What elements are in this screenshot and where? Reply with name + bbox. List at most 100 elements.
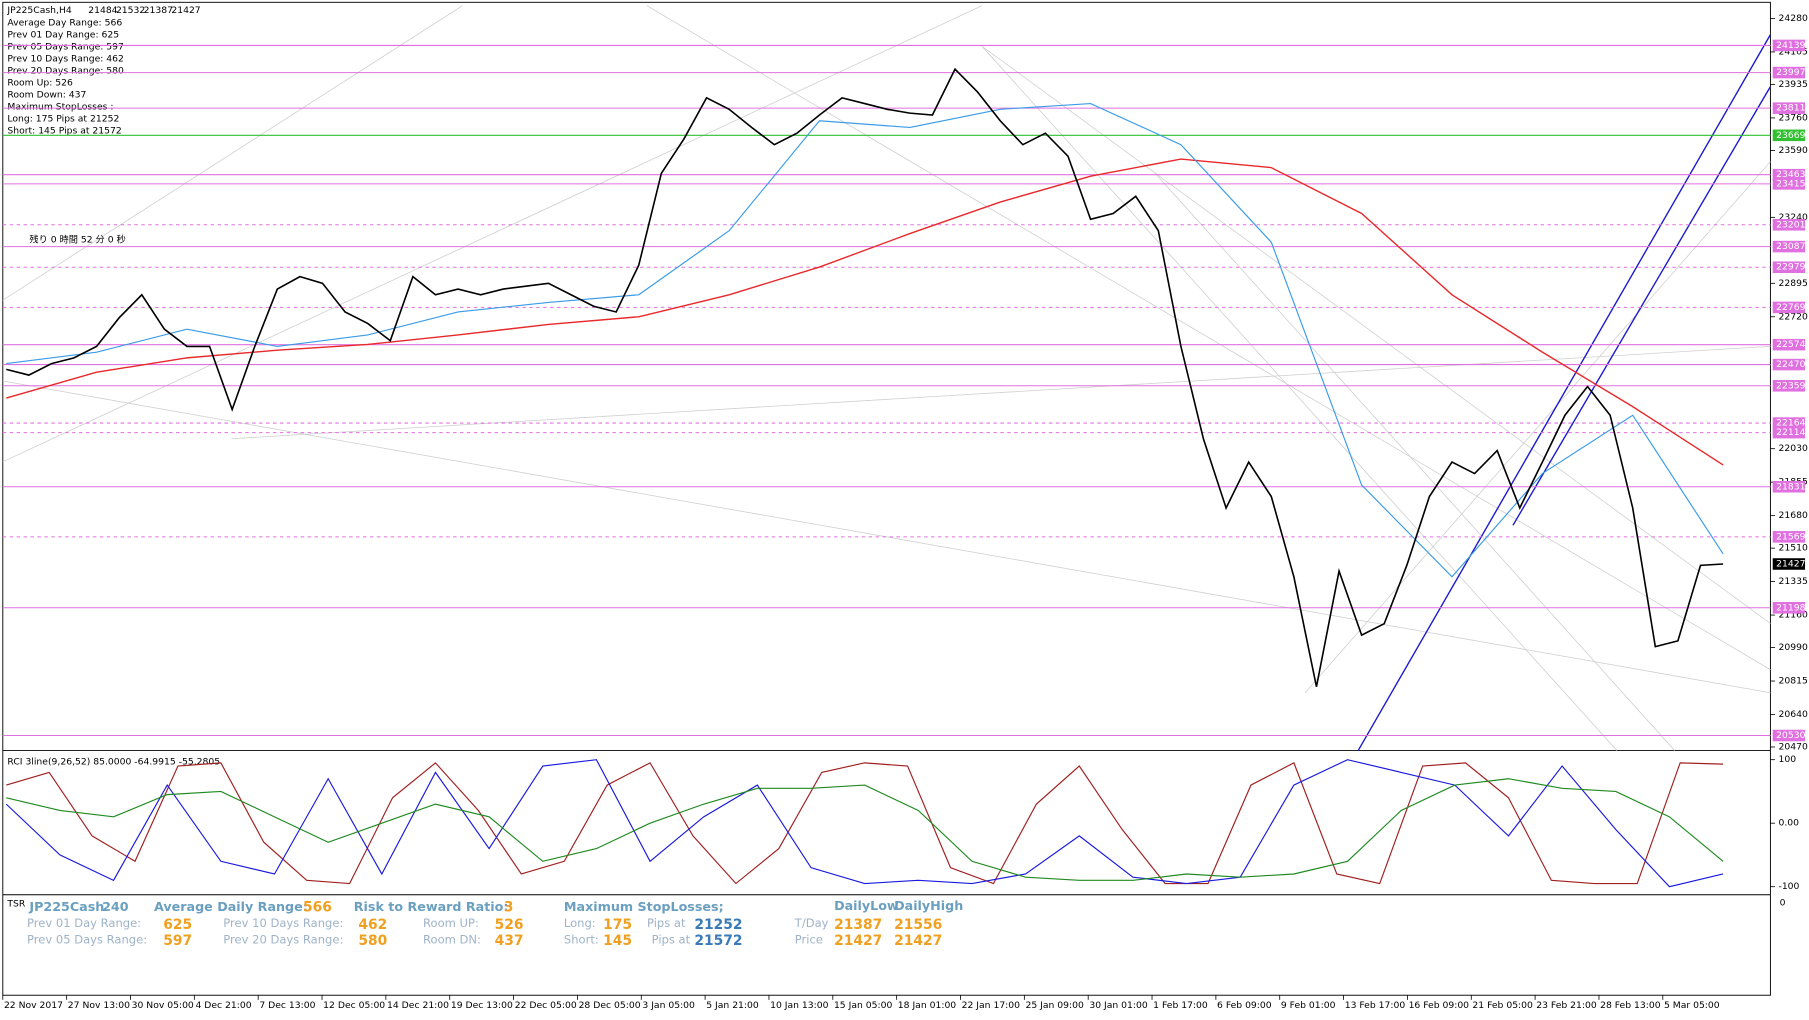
info-line: Short: 145 Pips at 21572 xyxy=(7,126,121,137)
y-tick-label: 22030 xyxy=(1778,443,1807,454)
x-tick-label: 28 Dec 05:00 xyxy=(579,1000,641,1011)
x-tick-label: 27 Nov 13:00 xyxy=(68,1000,130,1011)
level-label-bg xyxy=(1772,66,1806,79)
level-label-bg xyxy=(1772,358,1806,371)
value: 21427 xyxy=(894,933,942,949)
y-tick-label: 0.00 xyxy=(1778,818,1799,829)
x-tick-label: 28 Feb 13:00 xyxy=(1600,1000,1661,1011)
panel-period: 240 xyxy=(102,899,129,914)
label: Short: xyxy=(564,932,599,946)
level-label: 23811 xyxy=(1776,103,1805,114)
info-line: Long: 175 Pips at 21252 xyxy=(7,114,119,125)
level-label-bg xyxy=(1772,426,1806,439)
x-tick-label: 13 Feb 17:00 xyxy=(1345,1000,1406,1011)
y-tick-label: 100 xyxy=(1778,754,1796,765)
x-tick-label: 4 Dec 21:00 xyxy=(195,1000,251,1011)
value: 145 xyxy=(603,933,632,949)
value: 597 xyxy=(163,933,192,949)
info-line: Maximum StopLosses : xyxy=(7,102,113,113)
info-line: Room Up: 526 xyxy=(7,78,73,89)
x-tick-label: 22 Dec 05:00 xyxy=(515,1000,577,1011)
level-label: 22470 xyxy=(1776,359,1805,370)
y-tick-label: 21335 xyxy=(1778,576,1807,587)
level-label: 22164 xyxy=(1776,418,1805,429)
info-line: Prev 05 Days Range: 597 xyxy=(7,42,124,53)
level-label: 23087 xyxy=(1776,241,1805,252)
level-label-bg xyxy=(1772,219,1806,231)
level-label-bg xyxy=(1772,480,1806,493)
value: 21572 xyxy=(694,933,742,949)
label: Pips at xyxy=(652,932,691,946)
level-label-bg xyxy=(1772,39,1806,52)
value: 21252 xyxy=(694,917,742,933)
y-tick-label: 24280 xyxy=(1778,13,1807,24)
ma-slow xyxy=(6,158,1724,466)
y-tick-label: 23760 xyxy=(1778,112,1807,123)
y-tick-label: 21160 xyxy=(1778,610,1807,621)
info-line: Average Day Range: 566 xyxy=(7,18,122,29)
level-label: 23463 xyxy=(1776,169,1805,180)
value: 21556 xyxy=(894,917,942,933)
panel-axis-label: 0 xyxy=(1780,897,1786,908)
countdown: 残り 0 時間 52 分 0 秒 xyxy=(29,234,125,246)
level-label: 20530 xyxy=(1776,730,1805,741)
rci-line xyxy=(6,762,1724,885)
y-tick-label: -100 xyxy=(1778,881,1799,892)
label: Risk to Reward Ratio: xyxy=(354,899,509,914)
rci-title: RCI 3line(9,26,52) 85.0000 -64.9915 -55.… xyxy=(7,757,220,768)
ohlc-value: 21387 xyxy=(144,5,173,16)
label: T/Day xyxy=(794,916,829,930)
y-tick-label: 22720 xyxy=(1778,311,1807,322)
label: Room UP: xyxy=(423,916,479,930)
level-label: 23415 xyxy=(1776,178,1805,189)
value: 175 xyxy=(603,917,632,933)
level-label-bg xyxy=(1772,338,1806,351)
x-tick-label: 15 Jan 05:00 xyxy=(834,1000,893,1011)
ohlc-value: 21532 xyxy=(116,5,145,16)
price-line xyxy=(6,67,1724,687)
x-tick-label: 6 Feb 09:00 xyxy=(1217,1000,1272,1011)
y-tick-label: 20470 xyxy=(1778,741,1807,752)
level-label: 22979 xyxy=(1776,262,1805,273)
x-tick-label: 9 Feb 01:00 xyxy=(1281,1000,1336,1011)
x-tick-label: 12 Dec 05:00 xyxy=(323,1000,385,1011)
symbol: JP225Cash,H4 xyxy=(6,5,71,16)
x-tick-label: 1 Feb 17:00 xyxy=(1153,1000,1208,1011)
level-label-bg xyxy=(1772,261,1806,274)
value: 21387 xyxy=(834,917,882,933)
gann-lines xyxy=(2,5,1771,751)
current-price-bg xyxy=(1772,558,1806,570)
level-label: 22114 xyxy=(1776,427,1805,438)
label: Maximum StopLosses; xyxy=(564,899,724,914)
value: 580 xyxy=(358,933,387,949)
label: Pips at xyxy=(647,916,686,930)
level-label-bg xyxy=(1772,129,1806,142)
level-label-bg xyxy=(1772,178,1806,190)
label: Prev 10 Days Range: xyxy=(223,916,343,930)
x-tick-label: 10 Jan 13:00 xyxy=(770,1000,829,1011)
level-label-bg xyxy=(1772,531,1806,543)
level-label-bg xyxy=(1772,168,1806,181)
label: Prev 20 Days Range: xyxy=(223,932,343,946)
x-tick-label: 3 Jan 05:00 xyxy=(642,1000,695,1011)
value: 625 xyxy=(163,917,192,933)
y-tick-label: 22895 xyxy=(1778,278,1807,289)
level-label-bg xyxy=(1772,602,1806,614)
y-tick-label: 23240 xyxy=(1778,212,1807,223)
info-line: Prev 01 Day Range: 625 xyxy=(7,30,119,41)
label: Prev 05 Days Range: xyxy=(27,932,147,946)
y-tick-label: 20640 xyxy=(1778,709,1807,720)
x-tick-label: 18 Jan 01:00 xyxy=(898,1000,957,1011)
value: 462 xyxy=(358,917,387,933)
y-tick-label: 20815 xyxy=(1778,676,1807,687)
x-tick-label: 16 Feb 09:00 xyxy=(1409,1000,1470,1011)
rci-line xyxy=(5,759,1724,888)
label: Room DN: xyxy=(423,932,481,946)
label: Price xyxy=(795,932,823,946)
level-label: 23201 xyxy=(1776,219,1805,230)
panel-symbol: JP225Cash xyxy=(28,899,104,914)
y-tick-label: 24105 xyxy=(1778,46,1807,57)
x-tick-label: 21 Feb 05:00 xyxy=(1472,1000,1533,1011)
